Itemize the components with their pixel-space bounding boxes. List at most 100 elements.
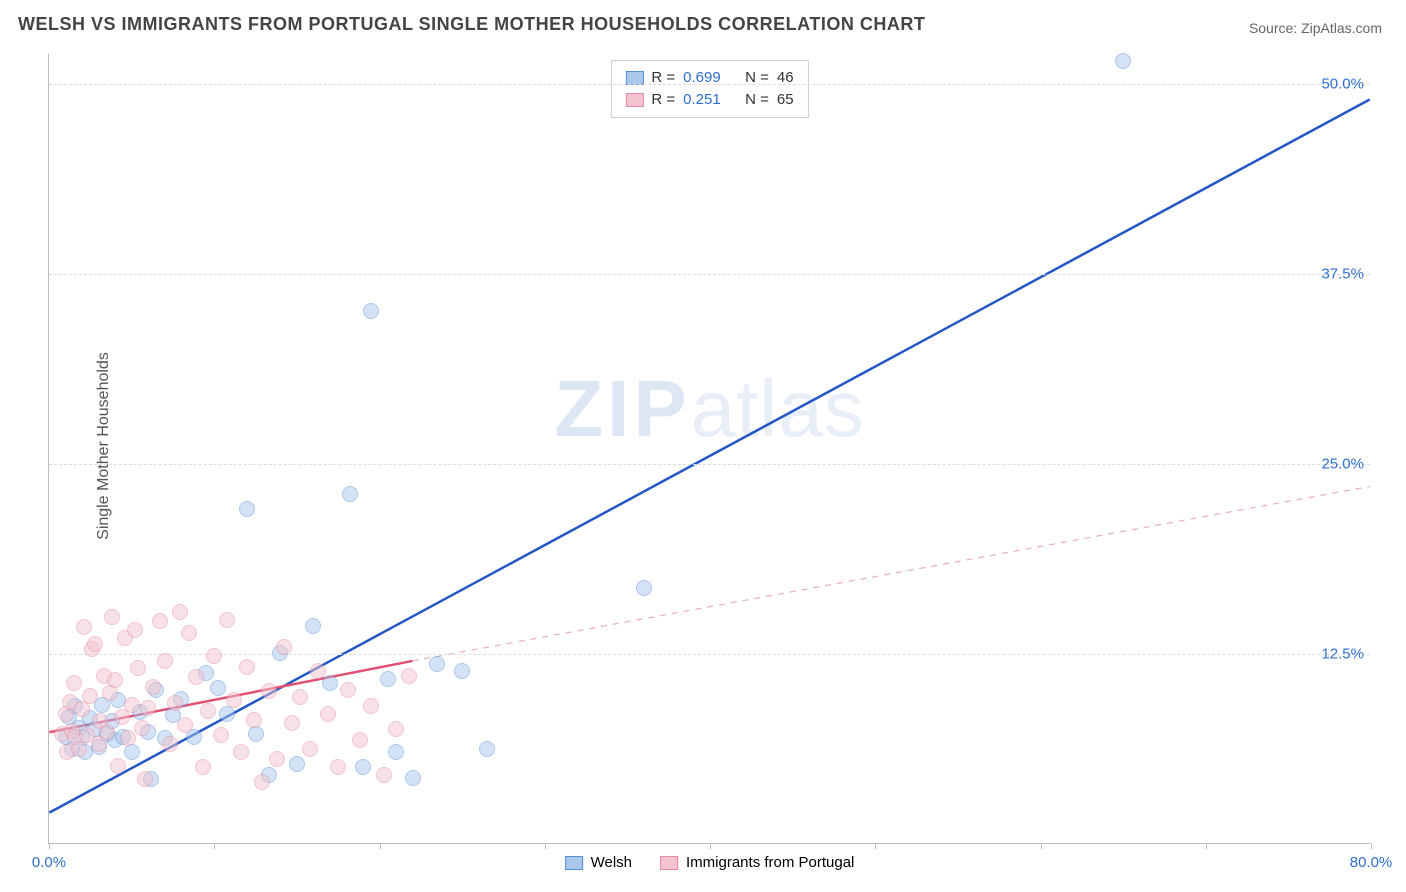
data-point	[330, 759, 346, 775]
data-point	[310, 663, 326, 679]
legend-n-value: 46	[777, 67, 794, 89]
legend-item: Welsh	[565, 854, 632, 871]
legend-r-label: R =	[651, 67, 675, 89]
data-point	[107, 672, 123, 688]
data-point	[322, 675, 338, 691]
data-point	[188, 669, 204, 685]
data-point	[76, 619, 92, 635]
legend-swatch	[625, 71, 643, 85]
legend-swatch	[660, 856, 678, 870]
data-point	[181, 625, 197, 641]
x-tick	[1041, 843, 1042, 849]
data-point	[219, 706, 235, 722]
legend-n-label: N =	[745, 67, 769, 89]
legend-swatch	[625, 93, 643, 107]
data-point	[134, 720, 150, 736]
data-point	[352, 732, 368, 748]
legend-swatch	[565, 856, 583, 870]
data-point	[124, 744, 140, 760]
data-point	[292, 689, 308, 705]
plot-area: ZIPatlas R =0.699N =46R =0.251N =65 Wels…	[48, 54, 1370, 844]
data-point	[74, 701, 90, 717]
x-tick-label: 80.0%	[1350, 854, 1393, 871]
data-point	[162, 736, 178, 752]
watermark-bold: ZIP	[554, 364, 690, 453]
data-point	[302, 741, 318, 757]
data-point	[239, 501, 255, 517]
x-tick	[49, 843, 50, 849]
y-tick-label: 37.5%	[1321, 266, 1364, 283]
data-point	[206, 648, 222, 664]
x-tick	[1371, 843, 1372, 849]
data-point	[137, 771, 153, 787]
y-tick-label: 25.0%	[1321, 456, 1364, 473]
data-point	[82, 688, 98, 704]
data-point	[66, 675, 82, 691]
data-point	[87, 636, 103, 652]
data-point	[479, 741, 495, 757]
data-point	[71, 741, 87, 757]
legend-n-label: N =	[745, 89, 769, 111]
chart-title: WELSH VS IMMIGRANTS FROM PORTUGAL SINGLE…	[18, 14, 925, 35]
data-point	[226, 692, 242, 708]
data-point	[269, 751, 285, 767]
data-point	[248, 726, 264, 742]
legend-r-label: R =	[651, 89, 675, 111]
x-tick	[214, 843, 215, 849]
data-point	[1115, 53, 1131, 69]
data-point	[110, 758, 126, 774]
data-point	[213, 727, 229, 743]
watermark-rest: atlas	[691, 364, 865, 453]
data-point	[305, 618, 321, 634]
x-tick	[1206, 843, 1207, 849]
legend-item: Immigrants from Portugal	[660, 854, 854, 871]
data-point	[342, 486, 358, 502]
y-tick-label: 50.0%	[1321, 76, 1364, 93]
data-point	[130, 660, 146, 676]
data-point	[104, 609, 120, 625]
data-point	[210, 680, 226, 696]
legend-row: R = 0.699 N = 46	[625, 67, 793, 89]
x-tick	[875, 843, 876, 849]
legend-n-value: 65	[777, 89, 794, 111]
data-point	[636, 580, 652, 596]
correlation-chart: WELSH VS IMMIGRANTS FROM PORTUGAL SINGLE…	[0, 0, 1406, 892]
legend-row: R =0.251N =65	[625, 89, 793, 111]
data-point	[289, 756, 305, 772]
correlation-legend: R =0.699N =46R =0.251N =65	[610, 60, 808, 118]
data-point	[140, 700, 156, 716]
data-point	[127, 622, 143, 638]
data-point	[284, 715, 300, 731]
data-point	[124, 697, 140, 713]
data-point	[233, 744, 249, 760]
watermark: ZIPatlas	[554, 363, 864, 455]
x-tick	[380, 843, 381, 849]
gridline	[49, 274, 1370, 275]
data-point	[120, 730, 136, 746]
legend-r-value: 0.699	[683, 67, 737, 89]
data-point	[340, 682, 356, 698]
series-legend: Welsh Immigrants from Portugal	[565, 854, 855, 871]
data-point	[254, 774, 270, 790]
data-point	[239, 659, 255, 675]
data-point	[388, 721, 404, 737]
x-tick-label: 0.0%	[32, 854, 66, 871]
legend-label: Welsh	[591, 854, 632, 871]
data-point	[219, 612, 235, 628]
data-point	[145, 679, 161, 695]
x-tick	[545, 843, 546, 849]
data-point	[152, 613, 168, 629]
x-tick	[710, 843, 711, 849]
data-point	[167, 695, 183, 711]
data-point	[276, 639, 292, 655]
legend-label: Immigrants from Portugal	[686, 854, 854, 871]
data-point	[246, 712, 262, 728]
data-point	[405, 770, 421, 786]
gridline	[49, 464, 1370, 465]
y-tick-label: 12.5%	[1321, 646, 1364, 663]
data-point	[200, 703, 216, 719]
data-point	[401, 668, 417, 684]
source-label: Source: ZipAtlas.com	[1249, 20, 1382, 36]
data-point	[99, 724, 115, 740]
data-point	[355, 759, 371, 775]
